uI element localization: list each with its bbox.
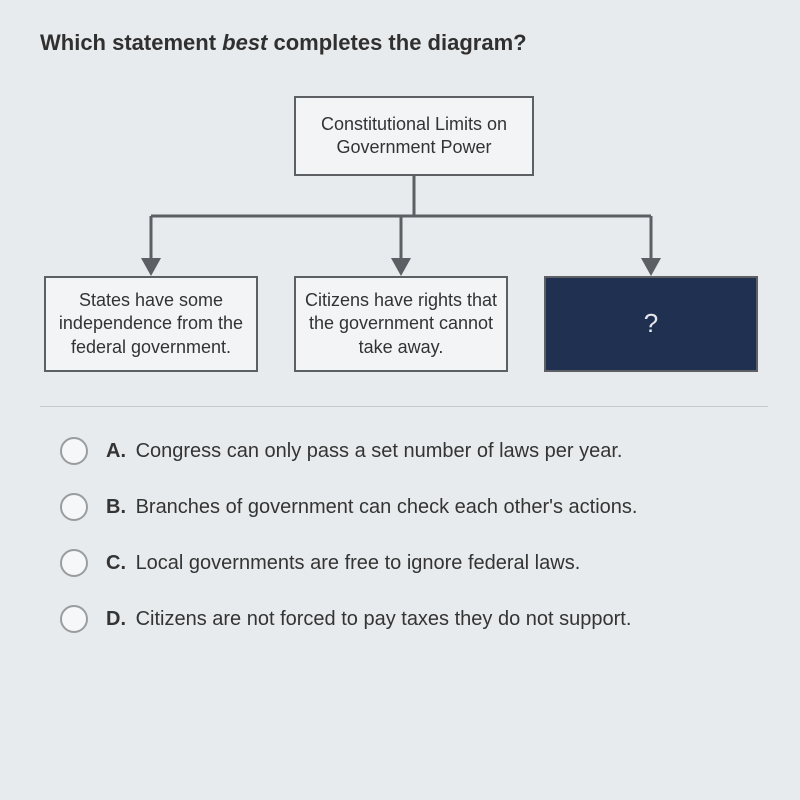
diagram-child-2-label: Citizens have rights that the government… [302, 289, 500, 359]
option-b[interactable]: B. Branches of government can check each… [60, 493, 768, 521]
option-c[interactable]: C. Local governments are free to ignore … [60, 549, 768, 577]
diagram-child-2: Citizens have rights that the government… [294, 276, 508, 372]
diagram-top-label: Constitutional Limits on Government Powe… [302, 113, 526, 160]
question-suffix: completes the diagram? [267, 30, 526, 55]
diagram-top-box: Constitutional Limits on Government Powe… [294, 96, 534, 176]
option-label: Citizens are not forced to pay taxes the… [136, 608, 632, 630]
diagram-child-3-unknown: ? [544, 276, 758, 372]
diagram-child-1-label: States have some independence from the f… [52, 289, 250, 359]
section-divider [40, 406, 768, 407]
answer-options: A. Congress can only pass a set number o… [40, 437, 768, 633]
option-text: D. Citizens are not forced to pay taxes … [106, 608, 631, 631]
option-letter: C. [106, 552, 126, 574]
question-emph: best [222, 30, 267, 55]
radio-icon[interactable] [60, 493, 88, 521]
option-letter: B. [106, 496, 126, 518]
diagram: Constitutional Limits on Government Powe… [44, 96, 764, 376]
option-text: B. Branches of government can check each… [106, 496, 637, 519]
option-a[interactable]: A. Congress can only pass a set number o… [60, 437, 768, 465]
option-text: A. Congress can only pass a set number o… [106, 440, 622, 463]
diagram-child-1: States have some independence from the f… [44, 276, 258, 372]
option-d[interactable]: D. Citizens are not forced to pay taxes … [60, 605, 768, 633]
option-letter: A. [106, 440, 126, 462]
option-label: Congress can only pass a set number of l… [136, 440, 623, 462]
question-prefix: Which statement [40, 30, 222, 55]
radio-icon[interactable] [60, 605, 88, 633]
radio-icon[interactable] [60, 437, 88, 465]
diagram-child-3-label: ? [644, 307, 658, 341]
option-letter: D. [106, 608, 126, 630]
option-text: C. Local governments are free to ignore … [106, 552, 580, 575]
option-label: Local governments are free to ignore fed… [136, 552, 581, 574]
radio-icon[interactable] [60, 549, 88, 577]
question-page: Which statement best completes the diagr… [0, 0, 800, 681]
question-prompt: Which statement best completes the diagr… [40, 30, 768, 56]
option-label: Branches of government can check each ot… [136, 496, 638, 518]
